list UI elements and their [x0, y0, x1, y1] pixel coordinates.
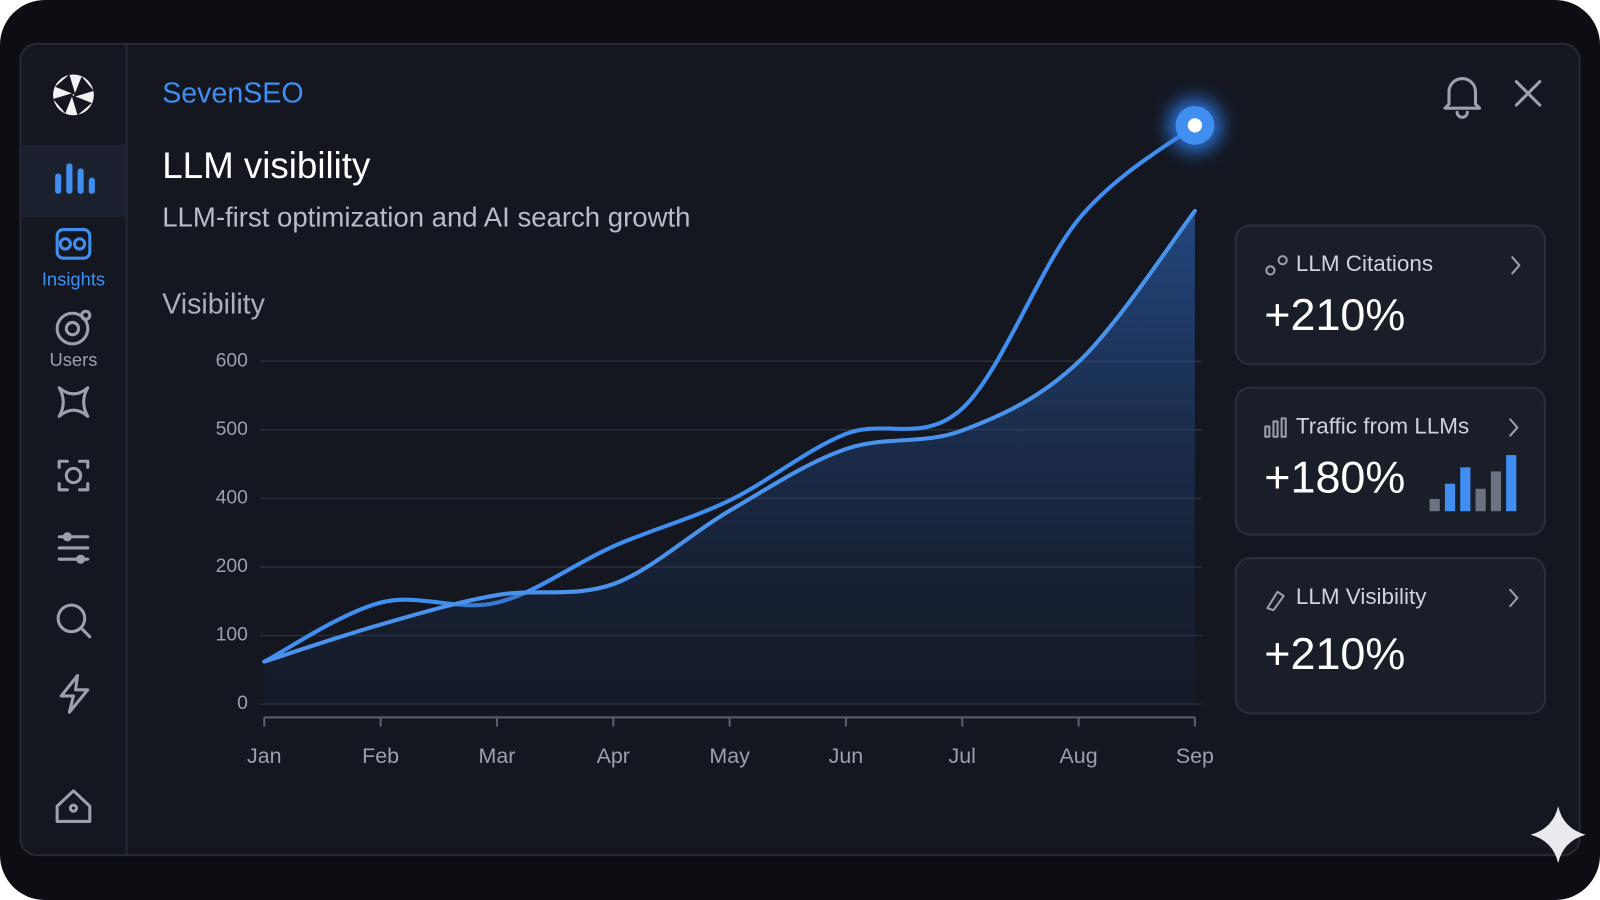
y-axis-label: Visibility: [162, 289, 265, 321]
active-item[interactable]: [21, 144, 126, 218]
y-tick-label: 500: [216, 418, 249, 440]
area: [264, 211, 1195, 705]
card-title: Traffic from LLMs: [1296, 413, 1469, 438]
y-tick-label: 600: [216, 349, 249, 371]
mini-bars: [1429, 455, 1517, 512]
close-icon[interactable]: [1514, 80, 1542, 107]
line: [262, 209, 1197, 664]
x-tick-label: Jun: [829, 744, 864, 768]
card[interactable]: [1234, 224, 1546, 366]
highlight-core: [1187, 118, 1203, 133]
insights-icon[interactable]: [55, 228, 92, 260]
x-tick-label: Sep: [1176, 744, 1214, 768]
sparkle: [1530, 806, 1586, 864]
chart: 0 100 200 400 500 600 Jan Feb Mar Apr May Jun Jul Aug…: [216, 98, 1222, 768]
integrations-icon[interactable]: [57, 386, 90, 418]
card-icon: [1265, 255, 1288, 276]
x-tick-label: Jul: [949, 744, 976, 768]
plot: [262, 123, 1197, 705]
card-icon: [1266, 590, 1285, 612]
search-icon[interactable]: [56, 603, 92, 639]
x-tick-label: Aug: [1060, 744, 1098, 768]
sidebar: Insights Users: [21, 74, 126, 823]
card-title: LLM Visibility: [1296, 584, 1427, 609]
card-title: LLM Citations: [1296, 251, 1433, 276]
card-icon: [1264, 417, 1287, 438]
chevron: [1509, 256, 1521, 608]
brand: SevenSEO: [162, 77, 303, 109]
card[interactable]: [1234, 557, 1546, 715]
home-icon[interactable]: [55, 789, 92, 823]
logo: [53, 74, 94, 116]
card-value: +210%: [1264, 628, 1405, 679]
y-tick-label: 400: [216, 486, 249, 508]
y-tick-label: 100: [216, 624, 249, 646]
sidebar-label[interactable]: Users: [49, 349, 97, 370]
capture-icon[interactable]: [57, 459, 90, 492]
users-icon[interactable]: [55, 309, 92, 346]
chart-subtitle: LLM-first optimization and AI search gro…: [162, 202, 690, 233]
line: [262, 123, 1197, 664]
y-tick-label: 200: [216, 555, 249, 577]
chart-title: LLM visibility: [162, 145, 371, 186]
y-tick-label: 0: [237, 692, 248, 714]
cards: LLM Citations +210% Traffic from LLMs +1…: [1234, 224, 1546, 715]
x-tick-label: Feb: [362, 744, 399, 768]
x-tick-label: Jan: [247, 744, 282, 768]
card-value: +210%: [1264, 289, 1405, 340]
settings-icon[interactable]: [57, 532, 90, 564]
x-tick-label: May: [709, 744, 750, 768]
chart-icon[interactable]: [55, 163, 95, 194]
x-tick-label: Mar: [479, 744, 516, 768]
x-tick-label: Apr: [597, 744, 630, 768]
sidebar-label[interactable]: Insights: [42, 268, 105, 289]
card-value: +180%: [1264, 451, 1405, 502]
bolt-icon[interactable]: [59, 673, 90, 714]
bell-icon[interactable]: [1443, 77, 1482, 119]
